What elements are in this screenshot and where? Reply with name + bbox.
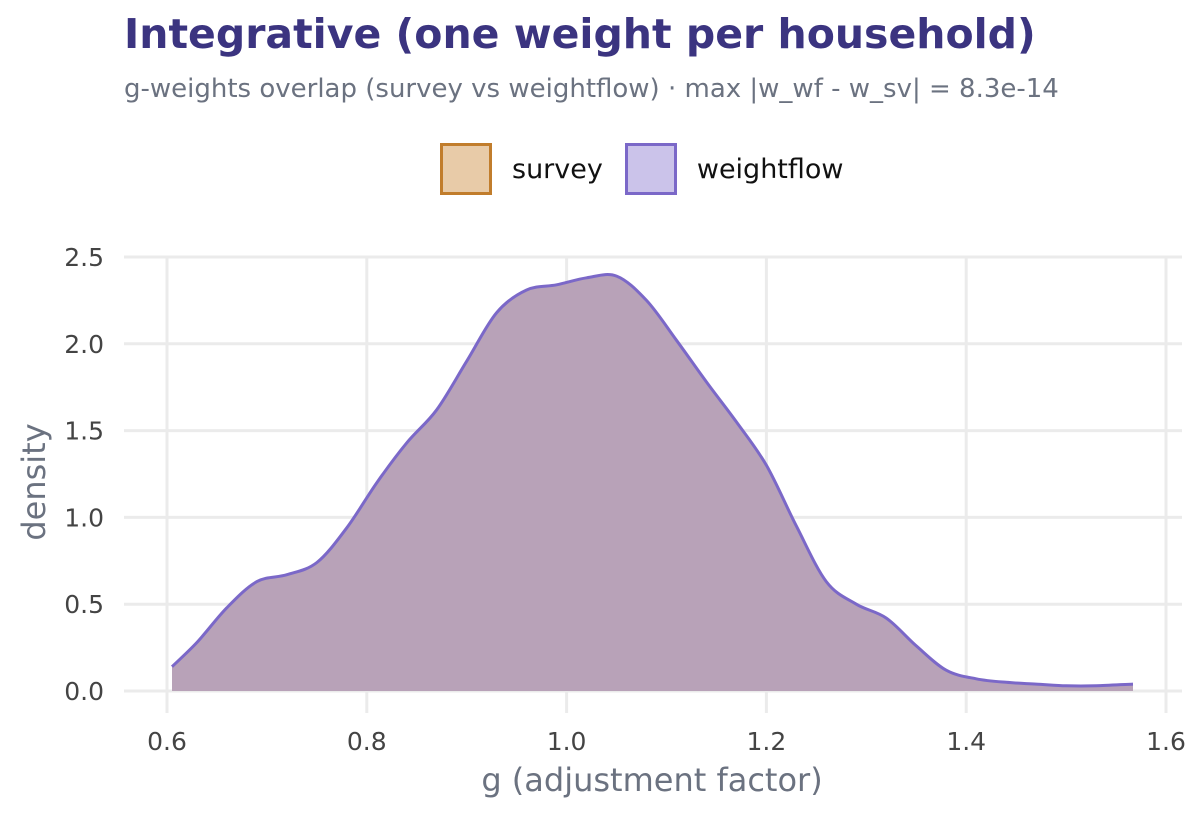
y-tick-label: 0.0 <box>64 677 104 706</box>
y-tick-label: 0.5 <box>64 590 104 619</box>
legend-label-survey: survey <box>512 153 603 185</box>
x-axis-ticks: 0.6 0.8 1.0 1.2 1.4 1.6 <box>147 727 1186 756</box>
y-tick-label: 1.5 <box>64 417 104 446</box>
y-axis-label: density <box>15 423 53 540</box>
x-tick-label: 0.8 <box>347 727 387 756</box>
x-tick-label: 1.4 <box>946 727 986 756</box>
x-axis-label: g (adjustment factor) <box>481 761 822 799</box>
density-line-weightflow <box>170 273 1134 688</box>
legend-label-weightflow: weightflow <box>696 153 844 185</box>
x-tick-label: 1.2 <box>747 727 787 756</box>
legend-swatch-survey <box>440 143 492 195</box>
y-tick-label: 1.0 <box>64 503 104 532</box>
y-tick-label: 2.0 <box>64 330 104 359</box>
x-tick-label: 1.6 <box>1146 727 1186 756</box>
legend-item-survey: survey <box>440 143 603 195</box>
legend: survey weightflow <box>440 143 866 195</box>
y-axis-ticks: 0.0 0.5 1.0 1.5 2.0 2.5 <box>64 243 104 706</box>
x-tick-label: 0.6 <box>147 727 187 756</box>
chart-subtitle: g-weights overlap (survey vs weightflow)… <box>124 74 1059 104</box>
legend-swatch-weightflow <box>624 143 677 195</box>
chart-marks <box>170 273 1134 691</box>
chart-title: Integrative (one weight per household) <box>124 10 1036 58</box>
x-tick-label: 1.0 <box>547 727 587 756</box>
density-area-weightflow <box>172 274 1133 691</box>
legend-item-weightflow: weightflow <box>624 143 844 195</box>
density-area-survey <box>172 274 1133 691</box>
y-tick-label: 2.5 <box>64 243 104 272</box>
